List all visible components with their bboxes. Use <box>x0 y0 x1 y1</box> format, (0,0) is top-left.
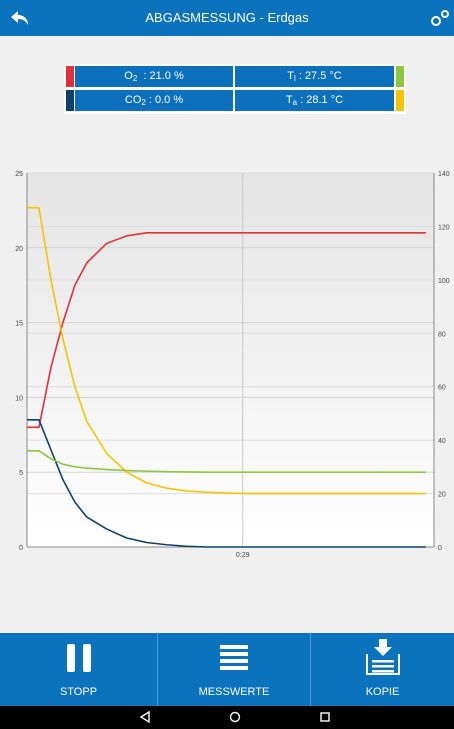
app-header: ABGASMESSUNG - Erdgas <box>0 0 454 36</box>
y-left-tick-label: 15 <box>15 321 23 328</box>
tl-color-stripe <box>396 66 404 87</box>
x-tick-label: 0:29 <box>236 552 250 559</box>
y-right-tick-label: 120 <box>438 224 450 231</box>
tl-reading: Tl : 27.5 °C <box>235 66 394 87</box>
list-icon <box>220 645 248 670</box>
co2-reading: CO2 : 0.0 % <box>75 90 233 111</box>
measurements-button[interactable]: MESSWERTE <box>158 633 310 706</box>
y-left-tick-label: 0 <box>19 545 23 552</box>
series-line-tl <box>27 450 426 474</box>
series-line-ta <box>27 206 426 495</box>
system-nav-bar <box>0 706 454 729</box>
measurement-chart: 0 5 10 15 20 25 0 20 40 60 80 100 120 140 0:29 <box>15 171 450 559</box>
nav-home-icon[interactable] <box>228 710 242 724</box>
y-right-tick-label: 40 <box>438 438 446 445</box>
back-arrow-icon[interactable] <box>8 6 32 30</box>
y-left-tick-label: 10 <box>15 395 23 402</box>
pause-icon <box>66 644 91 672</box>
readings-panel: O2 : 21.0 % Tl : 27.5 °C CO2 : 0.0 % Ta … <box>64 64 406 114</box>
toolbar-divider <box>157 633 158 706</box>
nav-back-icon[interactable] <box>138 710 152 724</box>
y-right-tick-label: 100 <box>438 278 450 285</box>
page-title: ABGASMESSUNG - Erdgas <box>145 10 309 25</box>
o2-reading: O2 : 21.0 % <box>75 66 233 87</box>
copy-button[interactable]: KOPIE <box>311 633 454 706</box>
co2-color-stripe <box>66 90 74 111</box>
ta-color-stripe <box>396 90 404 111</box>
series-line-co2 <box>27 419 426 548</box>
y-right-tick-label: 20 <box>438 492 446 499</box>
ta-reading: Ta : 28.1 °C <box>235 90 394 111</box>
y-left-tick-label: 25 <box>15 171 23 178</box>
bottom-toolbar: STOPP MESSWERTE KOPIE <box>0 633 454 706</box>
y-right-tick-label: 0 <box>438 545 442 552</box>
measurements-button-label: MESSWERTE <box>198 686 270 698</box>
stop-button-label: STOPP <box>59 686 98 698</box>
series-line-o2 <box>27 232 426 429</box>
y-right-tick-label: 60 <box>438 385 446 392</box>
copy-download-icon <box>365 639 400 675</box>
y-left-tick-label: 5 <box>19 470 23 477</box>
plot-area <box>27 173 434 547</box>
copy-button-label: KOPIE <box>365 686 400 698</box>
y-right-tick-label: 140 <box>438 171 450 178</box>
settings-connect-icon[interactable] <box>428 6 452 30</box>
y-right-tick-label: 80 <box>438 331 446 338</box>
o2-color-stripe <box>66 66 74 87</box>
y-left-tick-label: 20 <box>15 246 23 253</box>
toolbar-divider <box>310 633 311 706</box>
stop-button[interactable]: STOPP <box>0 633 157 706</box>
nav-recents-icon[interactable] <box>318 710 332 724</box>
